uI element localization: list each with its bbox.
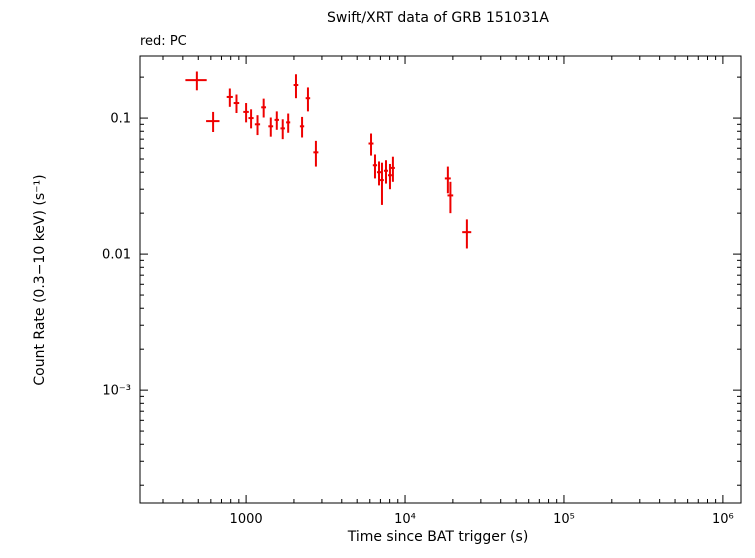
data-point — [313, 140, 319, 167]
x-tick-label: 1000 — [230, 512, 263, 527]
data-point — [268, 117, 274, 137]
x-tick-label: 10⁶ — [712, 512, 734, 527]
data-point — [376, 161, 381, 186]
data-point — [261, 98, 267, 118]
data-point — [444, 166, 451, 194]
data-point — [233, 94, 240, 113]
x-tick-label: 10⁵ — [553, 512, 575, 527]
y-tick-label: 0.1 — [110, 112, 131, 127]
data-point — [387, 163, 392, 190]
axis-ticks — [140, 56, 741, 503]
data-point — [243, 103, 249, 123]
data-point — [248, 109, 254, 129]
y-axis-label: Count Rate (0.3−10 keV) (s⁻¹) — [32, 174, 48, 385]
data-point — [305, 87, 311, 112]
y-tick-label: 10⁻³ — [102, 384, 131, 399]
data-point — [293, 74, 299, 99]
data-point — [280, 119, 285, 140]
x-tick-label: 10⁴ — [394, 512, 416, 527]
data-point — [383, 160, 388, 184]
data-point — [447, 181, 454, 214]
data-point — [372, 154, 378, 179]
y-tick-label: 0.01 — [102, 248, 131, 263]
data-point — [206, 111, 220, 133]
data-point — [226, 88, 233, 107]
data-point — [254, 115, 261, 136]
chart-title: Swift/XRT data of GRB 151031A — [327, 10, 549, 26]
data-point — [185, 71, 207, 91]
data-points — [185, 71, 472, 249]
data-point — [299, 116, 305, 138]
data-point — [462, 219, 472, 249]
legend-pc-label: red: PC — [140, 34, 187, 49]
data-point — [286, 113, 291, 133]
plot-frame — [139, 55, 742, 504]
data-point — [380, 162, 384, 205]
data-point — [368, 133, 374, 156]
data-point — [274, 111, 279, 130]
axis-tick-labels: 1000 10⁴ 10⁵ 10⁶ 0.1 0.01 10⁻³ — [102, 112, 734, 527]
x-axis-label: Time since BAT trigger (s) — [347, 529, 529, 545]
data-point — [390, 156, 395, 182]
